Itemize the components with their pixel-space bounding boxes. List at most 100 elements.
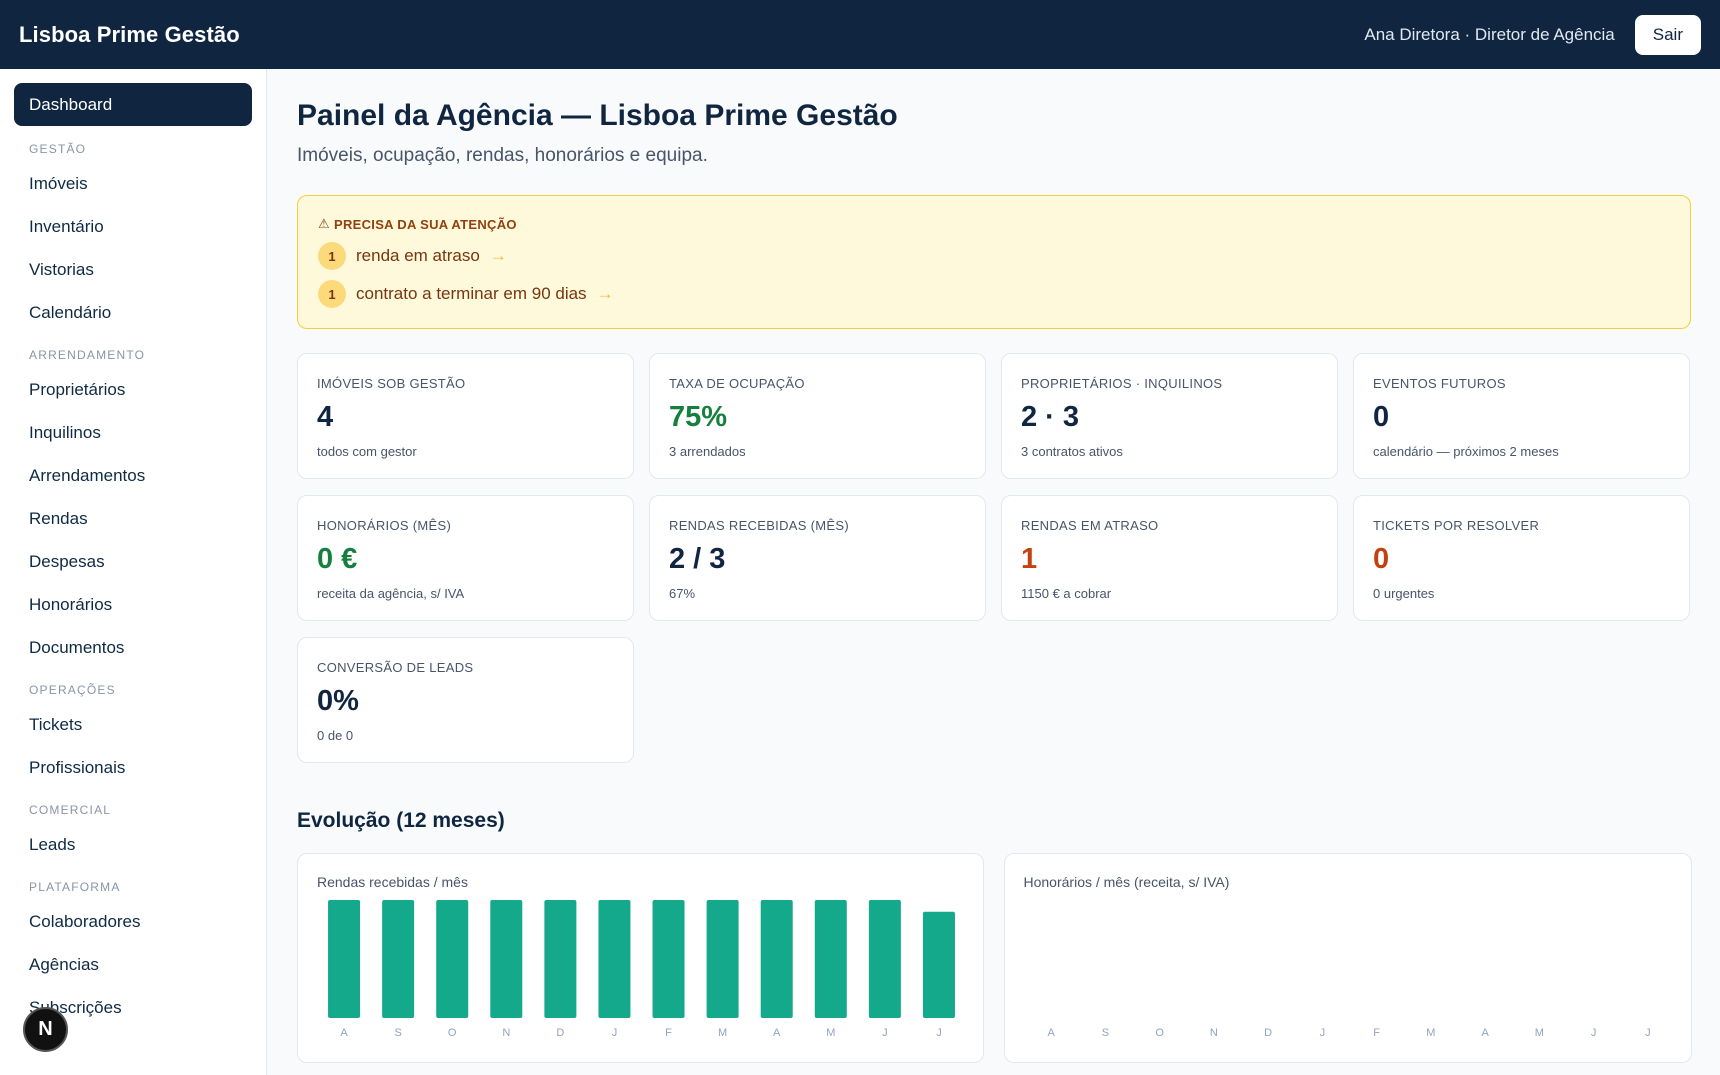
kpi-subtext: todos com gestor [317,444,417,459]
x-tick-label: J [936,1027,942,1039]
chart-bar [814,900,847,1018]
kpi-value: 0 € [317,543,358,575]
alert-list: 1 renda em atraso → 1 contrato a terminar em… [318,242,1670,308]
kpi-cards: IMÓVEIS SOB GESTÃO 4 todos com gestor TAXA … [297,353,1692,763]
sidebar-item[interactable]: Agências [29,955,99,974]
kpi-subtext: 0 urgentes [1373,586,1435,601]
chart-bar [922,911,955,1018]
alert-item-text[interactable]: renda em atraso [356,246,480,265]
alert-item[interactable]: 1 contrato a terminar em 90 dias → [318,280,1670,308]
x-tick-label: A [340,1027,348,1039]
kpi-subtext: receita da agência, s/ IVA [317,586,465,601]
kpi-subtext: 67% [669,586,696,601]
kpi-card: HONORÁRIOS (MÊS) 0 € receita da agência, s… [297,495,634,621]
sidebar: Dashboard GESTÃO Imóveis Inventário Vistori… [0,69,267,1075]
sidebar-item-dashboard[interactable]: Dashboard [14,83,252,126]
kpi-card: TICKETS POR RESOLVER 0 0 urgentes [1353,495,1690,621]
kpi-subtext: calendário — próximos 2 meses [1373,444,1559,459]
sidebar-section: OPERAÇÕES Tickets Profissionais [14,683,252,789]
kpi-value: 0% [317,685,359,717]
sidebar-item[interactable]: Inventário [29,217,104,236]
chart-bar [436,900,469,1018]
chart-bar [490,900,523,1018]
sidebar-item[interactable]: Tickets [29,715,83,734]
sidebar-item[interactable]: Honorários [29,595,113,614]
chart-bar [652,900,685,1018]
sidebar-item[interactable]: Leads [29,835,76,854]
x-tick-label: A [1481,1027,1489,1039]
arrow-right-icon[interactable]: → [489,246,507,265]
chart-bar [760,900,793,1018]
x-tick-label: D [1264,1027,1272,1039]
sidebar-item[interactable]: Colaboradores [29,912,141,931]
kpi-card: RENDAS RECEBIDAS (MÊS) 2 / 3 67% [649,495,986,621]
kpi-subtext: 3 arrendados [669,444,746,459]
sidebar-item[interactable]: Profissionais [29,758,126,777]
brand-title[interactable]: Lisboa Prime Gestão [19,21,240,47]
kpi-label: RENDAS RECEBIDAS (MÊS) [669,518,849,533]
sidebar-item[interactable]: Proprietários [29,380,126,399]
x-tick-label: O [1155,1027,1164,1039]
kpi-card: PROPRIETÁRIOS · INQUILINOS 2 · 3 3 contrat… [1001,353,1338,479]
sidebar-item[interactable]: Inquilinos [29,423,101,442]
sidebar-item[interactable]: Imóveis [29,174,88,193]
kpi-value: 0 [1373,401,1390,433]
rents-chart-card: Rendas recebidas / mês A S O N D J F M A M J J [297,853,984,1063]
x-tick-label: A [773,1027,781,1039]
x-tick-label: J [1319,1027,1325,1039]
alert-count-badge: 1 [318,242,346,270]
sidebar-item[interactable]: Documentos [29,638,125,657]
attention-alert: ⚠ PRECISA DA SUA ATENÇÃO 1 renda em atras… [297,195,1691,329]
x-tick-label: A [1047,1027,1055,1039]
evolution-title: Evolução (12 meses) [297,809,505,832]
kpi-label: EVENTOS FUTUROS [1373,376,1506,391]
sidebar-section-title: PLATAFORMA [29,880,121,894]
sidebar-item[interactable]: Arrendamentos [29,466,146,485]
kpi-label: CONVERSÃO DE LEADS [317,660,474,675]
sidebar-section-title: COMERCIAL [29,803,112,817]
kpi-value: 2 / 3 [669,543,726,575]
next-badge-button[interactable]: N [23,1007,68,1052]
sidebar-item[interactable]: Vistorias [29,260,94,279]
kpi-card: IMÓVEIS SOB GESTÃO 4 todos com gestor [297,353,634,479]
sidebar-item[interactable]: Rendas [29,509,88,528]
x-tick-label: M [718,1027,727,1039]
alert-item[interactable]: 1 renda em atraso → [318,242,1670,270]
kpi-subtext: 1150 € a cobrar [1021,586,1112,601]
x-tick-label: F [1373,1027,1380,1039]
x-tick-label: J [882,1027,888,1039]
warning-icon: ⚠ [318,216,330,231]
charts-row: Rendas recebidas / mês A S O N D J F M A M J J Hono… [297,853,1692,1063]
page-title: Painel da Agência — Lisboa Prime Gestão [297,99,898,132]
chart-bar [382,900,415,1018]
topbar-right: Ana Diretora · Diretor de Agência Sair [1364,14,1701,55]
kpi-value: 75% [669,401,728,433]
fees-chart-card: Honorários / mês (receita, s/ IVA) A S O N D… [1003,853,1692,1063]
chart-title: Rendas recebidas / mês [317,874,468,890]
main-content: Painel da Agência — Lisboa Prime Gestão … [297,69,1692,1063]
sidebar-section: GESTÃO Imóveis Inventário Vistorias Calendár… [14,142,252,334]
sidebar-sections: GESTÃO Imóveis Inventário Vistorias Calendár… [14,142,252,1029]
alert-title-text: PRECISA DA SUA ATENÇÃO [333,216,517,232]
logout-button[interactable]: Sair [1634,14,1701,55]
x-tick-label: J [1645,1027,1651,1039]
alert-item-text[interactable]: contrato a terminar em 90 dias [356,284,587,303]
x-tick-label: N [502,1027,510,1039]
arrow-right-icon[interactable]: → [596,284,614,303]
chart-bar [706,900,739,1018]
kpi-subtext: 0 de 0 [317,728,354,743]
kpi-label: PROPRIETÁRIOS · INQUILINOS [1021,376,1223,391]
chart-bar [868,900,901,1018]
sidebar-item[interactable]: Despesas [29,552,105,571]
kpi-card: RENDAS EM ATRASO 1 1150 € a cobrar [1001,495,1338,621]
x-tick-label: M [826,1027,835,1039]
sidebar-section-title: GESTÃO [29,142,87,156]
sidebar-item[interactable]: Calendário [29,303,112,322]
kpi-label: IMÓVEIS SOB GESTÃO [317,376,466,391]
x-tick-label: J [612,1027,618,1039]
x-tick-label: J [1590,1027,1596,1039]
x-tick-label: M [1534,1027,1543,1039]
kpi-value: 0 [1373,543,1390,575]
kpi-label: HONORÁRIOS (MÊS) [317,518,452,533]
